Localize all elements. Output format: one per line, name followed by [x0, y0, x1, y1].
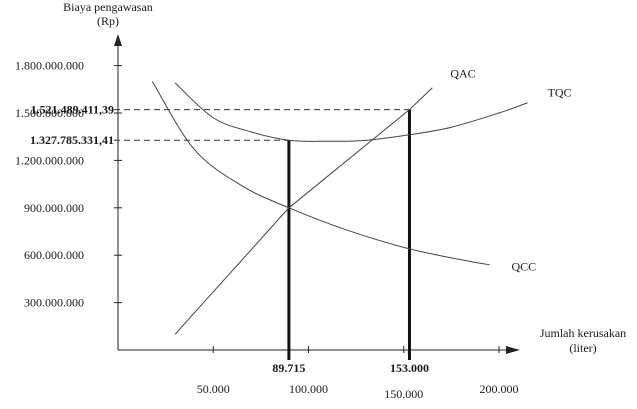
highlight-x-label: 153.000 [390, 361, 429, 375]
highlight-x-label: 89.715 [272, 361, 305, 375]
guide-lines [114, 109, 411, 360]
y-tick-label: 1.800.000.000 [15, 59, 84, 73]
highlight-y-label: 1.327.785.331,41 [30, 133, 114, 147]
curves [151, 81, 528, 335]
curve-tqc [174, 82, 528, 142]
y-axis-arrow [114, 34, 122, 46]
y-tick-label: 600.000.000 [24, 248, 84, 262]
x-axis-title: Jumlah kerusakan [540, 326, 626, 340]
x-tick-label: 200.000 [480, 382, 519, 396]
y-axis-unit: (Rp) [97, 14, 119, 28]
series-label-qac: QAC [450, 67, 475, 81]
y-axis-title: Biaya pengawasan [63, 0, 153, 14]
x-axis-unit: (liter) [569, 341, 596, 355]
highlight-y-label: 1.521.489.411,39 [31, 103, 114, 117]
x-tick-label: 50.000 [197, 382, 230, 396]
curve-qcc [151, 81, 490, 266]
series-label-tqc: TQC [548, 86, 572, 100]
x-tick-label: 150.000 [384, 387, 423, 401]
x-tick-label: 100.000 [289, 382, 328, 396]
y-tick-label: 300.000.000 [24, 296, 84, 310]
series-label-qcc: QCC [511, 260, 536, 274]
labels: Biaya pengawasan(Rp) Jumlah kerusakan(lit… [15, 0, 626, 401]
curve-qac [174, 87, 433, 335]
axes [114, 34, 520, 354]
x-axis-arrow [506, 346, 520, 354]
y-tick-label: 1.500.000.000 [15, 106, 84, 120]
y-tick-label: 1.200.000.000 [15, 153, 84, 167]
y-tick-label: 900.000.000 [24, 201, 84, 215]
